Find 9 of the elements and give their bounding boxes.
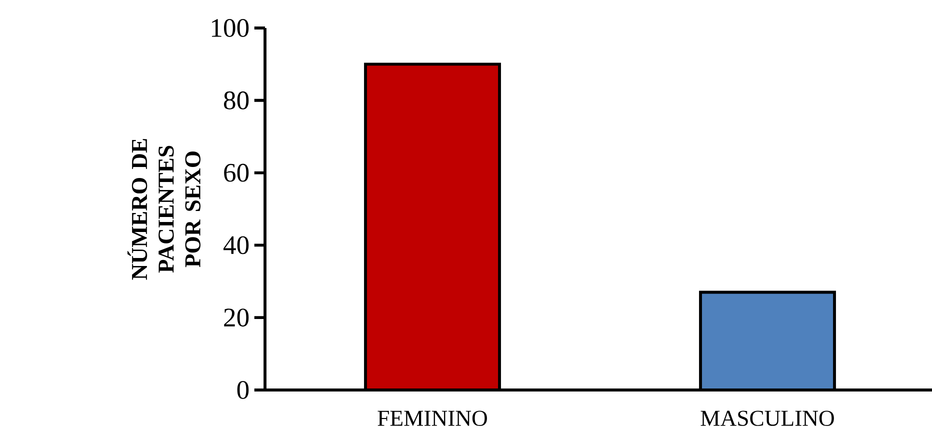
y-tick-label: 100 — [212, 18, 249, 37]
x-tick-label: MASCULINO — [700, 410, 834, 426]
x-tick-label: FEMININO — [378, 410, 487, 426]
y-tick-label: 60 — [224, 164, 249, 182]
y-tick-label: 20 — [224, 308, 249, 327]
y-axis-title: NÚMERO DE PACIENTES POR SEXO — [127, 139, 200, 280]
y-tick-label: 40 — [223, 236, 249, 254]
y-tick-label: 80 — [224, 91, 249, 110]
y-tick-label: 0 — [237, 380, 249, 399]
